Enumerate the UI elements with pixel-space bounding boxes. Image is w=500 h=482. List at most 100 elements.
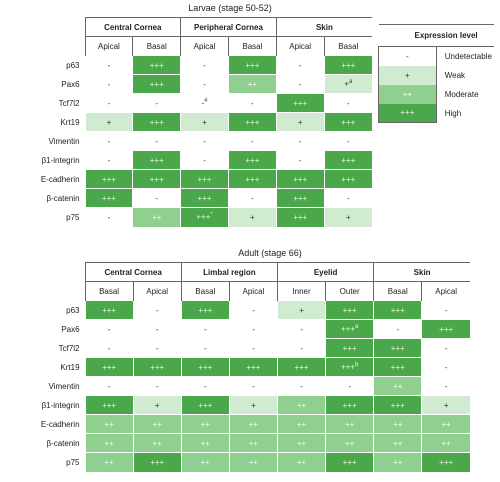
column-header: Apical [275,36,325,56]
expression-cell: - [180,338,230,358]
expression-cell: - [180,376,230,396]
larvae-expression-table: Central Cornea Peripheral Cornea Skin Apica… [30,17,372,227]
expression-value: - [298,60,302,70]
expression-cell: +++ [132,74,181,94]
expression-value: +++ [294,362,309,372]
group-header: Peripheral Cornea [180,17,277,37]
expression-value: +++ [149,155,164,165]
expression-cell: - [421,376,470,396]
expression-value: +++ [341,174,356,184]
expression-cell: ++ [276,433,326,453]
group-header: Limbal region [180,262,278,282]
expression-cell: - [275,55,325,75]
expression-value: - [346,98,350,108]
expression-cell: +++ [132,55,181,75]
expression-value: - [155,98,159,108]
expression-value: +++ [390,400,405,410]
legend-label: Undetectable [444,51,492,61]
expression-value: - [203,381,207,391]
table-row: p75- ++ +++* + +++ + [30,207,372,227]
legend-item: - Undetectable [378,46,495,66]
expression-cell: + [421,395,470,415]
table-row: Pax6- - - - - +++a - +++ [30,319,470,339]
expression-value: - [107,136,111,146]
column-header: Inner [276,281,326,301]
expression-value: + [297,117,303,127]
row-label: Tcf7l2 [58,98,80,108]
expression-value: +++ [341,117,356,127]
row-label: E-cadherin [40,419,80,429]
expression-value: - [252,343,255,353]
legend-label: High [444,108,462,118]
expression-value: +++ [245,155,260,165]
expression-cell: ++ [276,414,326,434]
expression-cell: - [228,376,278,396]
expression-value: ++ [152,438,162,448]
row-label: p75 [66,457,80,467]
expression-cell: ++ [276,395,326,415]
expression-value: +++ [342,457,357,467]
legend-item: +++ High [378,103,495,123]
row-label: β-catenin [46,193,80,203]
expression-cell: - [84,338,134,358]
expression-cell: + [276,300,326,320]
expression-value: +++ [246,362,261,372]
expression-cell: - [228,319,278,339]
expression-cell: - [323,131,372,151]
expression-cell: ++ [132,207,181,227]
expression-value: + [299,305,304,315]
expression-cell: ++ [84,414,134,434]
expression-cell: ++ [228,452,278,472]
row-label: Pax6 [61,79,80,89]
expression-value: +++ [101,193,116,203]
expression-value: +++ [102,305,117,315]
expression-cell: ++ [325,433,374,453]
expression-value: - [251,98,254,108]
expression-value: +++ [196,213,211,223]
expression-cell: - [276,338,326,358]
table-row: p75 ++ +++ ++ ++ ++ +++ ++ +++ [30,452,470,472]
expression-value: - [251,136,254,146]
expression-value: - [300,343,303,353]
expression-value: +++ [101,174,116,184]
expression-value: +++ [149,79,164,89]
expression-cell: +++ [228,357,278,377]
column-header: Basal [132,36,181,56]
expression-cell: ++ [84,452,134,472]
expression-value: +++ [439,457,454,467]
legend-item: + Weak [378,65,495,85]
row-label: β1-integrin [41,155,80,165]
table-row: E-cadherin +++ +++ +++ +++ +++ +++ [30,169,372,189]
legend-label: Weak [444,70,466,80]
expression-value: - [346,136,350,146]
expression-value: ++ [248,438,259,448]
expression-cell: - [132,93,181,113]
expression-cell: - [275,150,325,170]
column-header: Basal [227,36,277,56]
expression-cell: +++ [323,169,372,189]
expression-value: +++ [150,362,165,372]
expression-value: ++ [247,79,258,89]
expression-cell: +++ [84,300,134,320]
row-label: p63 [66,305,80,315]
expression-cell: ++ [373,433,422,453]
expression-value: +++ [342,305,357,315]
expression-value: - [107,98,111,108]
footnote-mark: # [204,98,208,105]
table-row: β1-integrin +++ + +++ + ++ +++ +++ + [30,395,470,415]
expression-cell: +++ [373,357,422,377]
expression-value: - [252,305,255,315]
expression-value: - [107,212,111,222]
expression-value: - [444,305,448,315]
group-header: Skin [275,17,372,37]
expression-value: - [252,324,255,334]
expression-value: - [107,343,111,353]
expression-value: ++ [152,419,162,429]
corner-cell [30,18,85,37]
expression-value: +++ [341,60,356,70]
table-row: Tcf7l2- - -# - +++ - [30,93,372,113]
expression-cell: +++ [421,452,470,472]
expression-cell: +++ [180,169,229,189]
expression-value: - [107,155,111,165]
expression-cell: ++ [132,433,182,453]
